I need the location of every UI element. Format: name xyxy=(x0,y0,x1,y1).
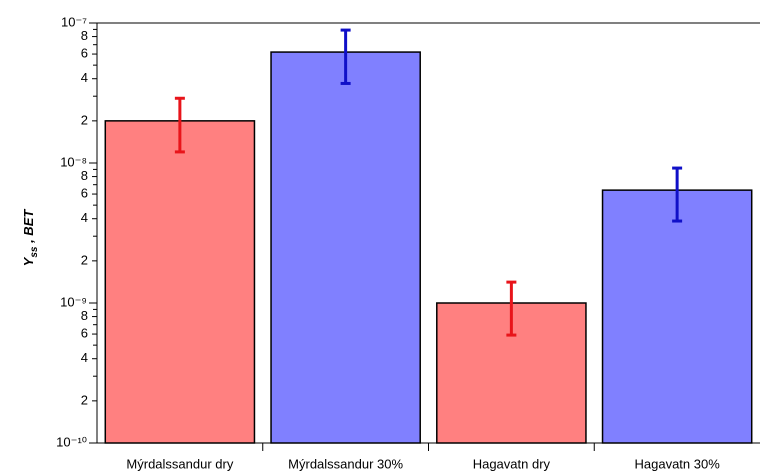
error-bar xyxy=(672,166,683,223)
bar xyxy=(601,189,753,444)
y-tick-label: 2 xyxy=(81,252,88,267)
y-tick-label: 8 xyxy=(81,308,88,323)
y-label-sub: ss xyxy=(29,246,40,258)
y-tick-label: 10⁻⁷ xyxy=(61,14,87,29)
y-label-rest: , BET xyxy=(21,209,36,247)
y-tick-label: 6 xyxy=(81,185,88,200)
y-axis-label: Yss , BET xyxy=(21,209,39,267)
y-tick-label: 8 xyxy=(81,168,88,183)
y-tick-label: 10⁻¹⁰ xyxy=(56,434,87,449)
bar xyxy=(104,120,256,444)
error-bar xyxy=(174,96,185,154)
y-tick-label: 2 xyxy=(81,392,88,407)
x-tick-label: Hagavatn dry xyxy=(473,456,551,471)
y-tick-label: 2 xyxy=(81,112,88,127)
x-tick-label: Mýrdalssandur dry xyxy=(126,456,233,471)
x-tick-label: Mýrdalssandur 30% xyxy=(288,456,403,471)
x-tick-label: Hagavatn 30% xyxy=(634,456,720,471)
y-tick-label: 4 xyxy=(81,210,88,225)
y-tick-label: 10⁻⁸ xyxy=(60,154,87,169)
y-tick-label: 6 xyxy=(81,45,88,60)
y-tick-label: 6 xyxy=(81,325,88,340)
y-tick-label: 4 xyxy=(81,350,88,365)
error-bar xyxy=(506,280,517,337)
bar xyxy=(270,51,421,444)
y-tick-label: 8 xyxy=(81,28,88,43)
error-bar xyxy=(340,28,351,85)
y-label-main: Y xyxy=(21,256,36,266)
y-tick-label: 4 xyxy=(81,70,88,85)
y-tick-label: 10⁻⁹ xyxy=(60,294,87,309)
